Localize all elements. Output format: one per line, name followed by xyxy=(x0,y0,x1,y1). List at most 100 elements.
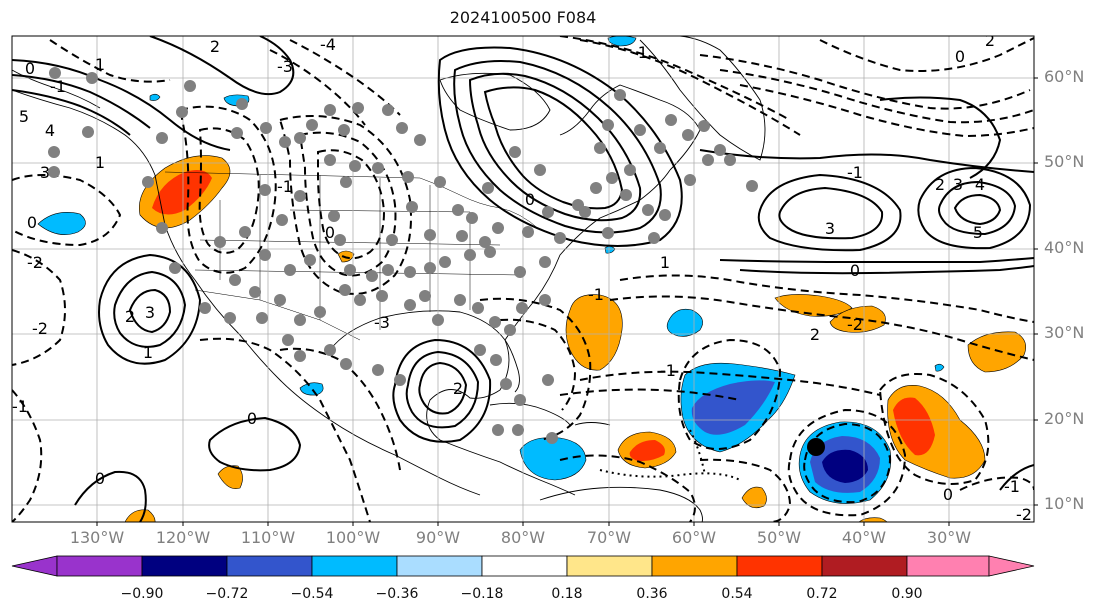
contour-atlantic-band-3 xyxy=(739,265,1034,275)
colorbar-segment xyxy=(226,555,313,577)
contour-label: 0 xyxy=(27,213,37,232)
contour-trough-west xyxy=(178,105,277,274)
contour-label: 3 xyxy=(145,303,155,322)
station-dot xyxy=(654,142,666,154)
station-dot xyxy=(492,424,504,436)
contour-label: -2 xyxy=(847,315,863,334)
contour-trough-central-us-3 xyxy=(317,149,386,260)
station-dot xyxy=(276,214,288,226)
station-dot xyxy=(539,294,551,306)
station-dot xyxy=(492,222,504,234)
contour-label: 2 xyxy=(810,325,820,344)
lon-label-120w: 120°W xyxy=(155,528,211,547)
station-dot xyxy=(156,132,168,144)
colorbar-tick-label: 0.90 xyxy=(891,586,923,602)
contour-atlantic-mid-south xyxy=(699,458,792,522)
contour-label: -1 xyxy=(50,77,66,96)
contour-dotted-caribbean xyxy=(599,469,741,481)
contour-right-south xyxy=(999,464,1034,491)
station-dot xyxy=(249,286,261,298)
contour-label: 3 xyxy=(825,219,835,238)
solid-contours xyxy=(12,36,1034,522)
negative-anomaly-30n-small xyxy=(934,363,945,372)
station-dot xyxy=(482,182,494,194)
positive-anomaly-atlantic-30n xyxy=(565,294,623,371)
colorbar-extend-low xyxy=(11,555,58,577)
station-dot xyxy=(284,264,296,276)
contour-label: 2 xyxy=(935,175,945,194)
station-dot xyxy=(340,358,352,370)
contour-label: 1 xyxy=(143,343,153,362)
south-america-north xyxy=(539,486,703,522)
contour-central-trough xyxy=(677,338,782,450)
station-dot xyxy=(439,256,451,268)
station-dot xyxy=(294,132,306,144)
station-dot xyxy=(306,119,318,131)
colorbar-segment xyxy=(481,555,568,577)
map-title: 2024100500 F084 xyxy=(449,8,597,27)
contour-arctic-high-4 xyxy=(483,86,624,210)
contour-label: 4 xyxy=(975,175,985,194)
station-dot xyxy=(500,378,512,390)
colorbar-tick-label: 0.36 xyxy=(636,586,668,602)
station-dot xyxy=(414,134,426,146)
station-dot xyxy=(404,299,416,311)
positive-anomaly-mid-atlantic-strip xyxy=(774,294,853,317)
contour-label: -4 xyxy=(320,35,336,54)
colorbar-segment xyxy=(906,555,990,577)
station-dot xyxy=(464,249,476,261)
contour-canadian-trough xyxy=(579,39,801,136)
contour-label: 5 xyxy=(973,223,983,242)
contour-storm-ring-2 xyxy=(803,422,892,504)
gulf-of-mexico-coast xyxy=(329,310,510,441)
contour-storm-ring xyxy=(787,408,907,517)
contour-label: 0 xyxy=(325,223,335,242)
border-state-5 xyxy=(199,239,501,246)
station-dot xyxy=(702,154,714,166)
lat-label-40n: 40°N xyxy=(1044,238,1085,257)
lon-label-70w: 70°W xyxy=(586,528,632,547)
station-dot xyxy=(82,126,94,138)
border-state-7 xyxy=(289,209,471,213)
positive-anomaly-bottom-right xyxy=(858,517,888,522)
contour-azores-high-2 xyxy=(778,186,884,240)
lat-label-30n: 30°N xyxy=(1044,323,1085,342)
station-dot xyxy=(516,302,528,314)
contour-north-atlantic-2 xyxy=(719,69,1034,124)
lat-label-10n: 10°N xyxy=(1044,494,1085,513)
station-dot xyxy=(260,122,272,134)
contour-label: -1 xyxy=(660,361,676,380)
contour-label: 2 xyxy=(210,37,220,56)
positive-anomaly-lesser-antilles-core xyxy=(629,440,665,462)
contour-label: 0 xyxy=(95,469,105,488)
station-dot xyxy=(184,80,196,92)
dotted-contours xyxy=(599,429,741,481)
station-dot xyxy=(324,344,336,356)
contour-east-high-2 xyxy=(938,180,1017,236)
station-dot xyxy=(724,154,736,166)
station-dot xyxy=(539,256,551,268)
greenland-coast xyxy=(639,36,766,161)
station-dot xyxy=(590,182,602,194)
station-dot xyxy=(472,302,484,314)
station-dot xyxy=(665,114,677,126)
contour-southeast xyxy=(479,297,592,441)
station-dot xyxy=(224,312,236,324)
station-dot xyxy=(542,374,554,386)
station-dot xyxy=(554,232,566,244)
station-dot xyxy=(648,232,660,244)
contour-alaska-high-2 xyxy=(12,74,151,129)
florida-coast xyxy=(504,339,520,393)
station-dot xyxy=(504,324,516,336)
contour-north-atlantic xyxy=(699,54,1031,110)
lat-label-50n: 50°N xyxy=(1044,152,1085,171)
station-dot xyxy=(514,266,526,278)
colorbar-tick-label: −0.90 xyxy=(120,586,164,602)
lon-label-50w: 50°W xyxy=(756,528,802,547)
lat-label-60n: 60°N xyxy=(1044,67,1085,86)
station-dot xyxy=(256,312,268,324)
contour-sub-tropics xyxy=(579,370,881,396)
station-dot xyxy=(634,124,646,136)
lon-label-110w: 110°W xyxy=(240,528,296,547)
positive-anomaly-pacific-south xyxy=(217,465,243,489)
